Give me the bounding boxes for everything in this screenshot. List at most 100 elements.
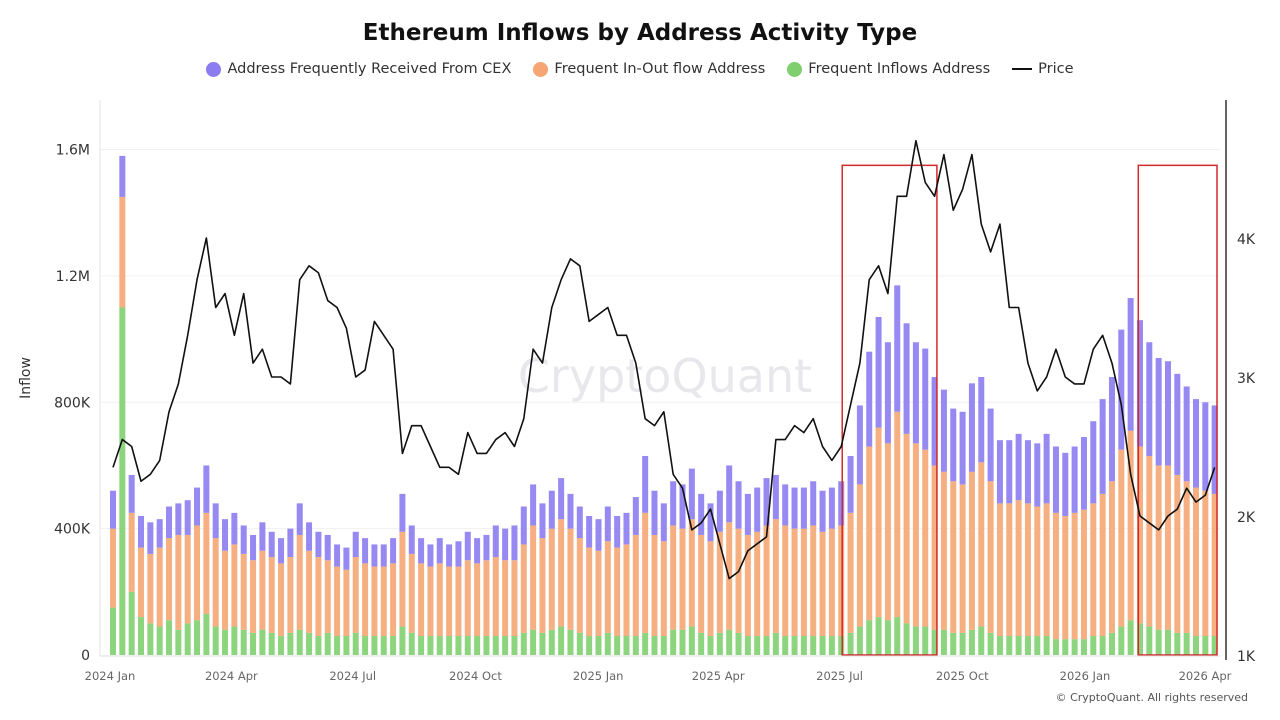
legend-item-cex[interactable]: Address Frequently Received From CEX <box>206 61 511 77</box>
bar-frequent-in-out-flow-address <box>800 528 807 637</box>
bar-frequent-in-out-flow-address <box>1015 500 1022 637</box>
y2-tick-label: 3K <box>1237 371 1256 387</box>
bar-address-frequently-received-from-cex <box>306 522 313 551</box>
bar-frequent-inflows-address <box>828 636 835 655</box>
x-tick-label: 2025 Jan <box>573 669 624 683</box>
bar-frequent-inflows-address <box>539 632 546 655</box>
bar-address-frequently-received-from-cex <box>492 525 499 558</box>
bar-frequent-inflows-address <box>119 307 126 655</box>
bar-frequent-in-out-flow-address <box>959 484 966 633</box>
bar-frequent-inflows-address <box>838 636 845 655</box>
bar-address-frequently-received-from-cex <box>352 531 359 558</box>
bar-frequent-in-out-flow-address <box>1174 474 1181 633</box>
bar-address-frequently-received-from-cex <box>1024 440 1031 504</box>
bar-address-frequently-received-from-cex <box>791 487 798 529</box>
bar-address-frequently-received-from-cex <box>1174 373 1181 475</box>
bar-frequent-inflows-address <box>716 632 723 655</box>
bar-frequent-in-out-flow-address <box>334 566 341 637</box>
bar-frequent-inflows-address <box>959 632 966 655</box>
bar-frequent-in-out-flow-address <box>548 528 555 630</box>
bar-frequent-in-out-flow-address <box>670 525 677 630</box>
bar-frequent-in-out-flow-address <box>810 525 817 637</box>
bar-frequent-inflows-address <box>324 632 331 655</box>
bar-frequent-inflows-address <box>884 620 891 655</box>
bar-address-frequently-received-from-cex <box>642 455 649 513</box>
bar-address-frequently-received-from-cex <box>483 534 490 561</box>
legend-marker-icon <box>787 61 803 77</box>
bar-address-frequently-received-from-cex <box>446 544 453 567</box>
bar-address-frequently-received-from-cex <box>1006 440 1013 504</box>
bar-frequent-inflows-address <box>399 626 406 655</box>
bar-frequent-inflows-address <box>614 636 621 655</box>
bar-address-frequently-received-from-cex <box>847 455 854 513</box>
bar-frequent-in-out-flow-address <box>1071 512 1078 640</box>
bar-address-frequently-received-from-cex <box>408 525 415 554</box>
legend-item-price[interactable]: Price <box>1012 61 1074 77</box>
bar-frequent-inflows-address <box>726 629 733 655</box>
bar-frequent-in-out-flow-address <box>287 557 294 633</box>
x-tick-label: 2025 Jul <box>816 669 863 683</box>
bar-frequent-inflows-address <box>166 620 173 655</box>
bar-frequent-inflows-address <box>530 629 537 655</box>
bar-address-frequently-received-from-cex <box>922 348 929 450</box>
bar-frequent-inflows-address <box>240 629 247 655</box>
bar-address-frequently-received-from-cex <box>660 503 667 542</box>
bar-frequent-inflows-address <box>1146 626 1153 655</box>
bar-address-frequently-received-from-cex <box>1043 433 1050 504</box>
bar-frequent-inflows-address <box>194 620 201 655</box>
bar-frequent-inflows-address <box>931 629 938 655</box>
bar-address-frequently-received-from-cex <box>968 383 975 472</box>
bar-frequent-in-out-flow-address <box>912 443 919 627</box>
bar-address-frequently-received-from-cex <box>912 342 919 444</box>
bar-frequent-in-out-flow-address <box>436 563 443 637</box>
bar-address-frequently-received-from-cex <box>744 493 751 535</box>
bar-frequent-in-out-flow-address <box>315 557 322 637</box>
bar-address-frequently-received-from-cex <box>464 531 471 561</box>
legend-item-inflows[interactable]: Frequent Inflows Address <box>787 61 990 77</box>
bar-frequent-in-out-flow-address <box>1108 481 1115 633</box>
y-tick-label: 800K <box>54 395 91 411</box>
bar-frequent-in-out-flow-address <box>324 560 331 633</box>
bar-frequent-in-out-flow-address <box>259 550 266 630</box>
bar-frequent-inflows-address <box>408 632 415 655</box>
bar-frequent-in-out-flow-address <box>530 525 537 630</box>
bar-frequent-inflows-address <box>922 626 929 655</box>
bar-address-frequently-received-from-cex <box>539 503 546 539</box>
bar-address-frequently-received-from-cex <box>782 484 789 526</box>
bar-frequent-inflows-address <box>315 636 322 655</box>
bar-address-frequently-received-from-cex <box>1015 433 1022 501</box>
bar-frequent-inflows-address <box>894 617 901 655</box>
bar-frequent-inflows-address <box>278 636 285 655</box>
bar-frequent-in-out-flow-address <box>474 563 481 637</box>
bar-frequent-inflows-address <box>110 607 116 655</box>
bar-frequent-in-out-flow-address <box>1024 503 1031 637</box>
bar-address-frequently-received-from-cex <box>670 481 677 526</box>
bar-frequent-inflows-address <box>810 636 817 655</box>
copyright: © CryptoQuant. All rights reserved <box>1055 691 1248 704</box>
bar-frequent-in-out-flow-address <box>427 566 434 637</box>
bar-frequent-inflows-address <box>306 632 313 655</box>
bar-frequent-inflows-address <box>623 636 630 655</box>
bar-frequent-inflows-address <box>548 629 555 655</box>
bar-address-frequently-received-from-cex <box>334 544 341 567</box>
bar-frequent-inflows-address <box>782 636 789 655</box>
bar-frequent-in-out-flow-address <box>586 547 593 637</box>
bar-frequent-in-out-flow-address <box>1192 487 1199 637</box>
bar-frequent-inflows-address <box>847 632 854 655</box>
bar-address-frequently-received-from-cex <box>1108 377 1115 482</box>
bar-address-frequently-received-from-cex <box>716 490 723 532</box>
bar-frequent-inflows-address <box>492 636 499 655</box>
bar-address-frequently-received-from-cex <box>156 519 163 548</box>
bar-address-frequently-received-from-cex <box>819 490 826 532</box>
bar-frequent-inflows-address <box>474 636 481 655</box>
bar-frequent-in-out-flow-address <box>782 525 789 637</box>
bar-frequent-in-out-flow-address <box>1080 509 1087 640</box>
bar-frequent-inflows-address <box>940 629 947 655</box>
bar-frequent-in-out-flow-address <box>558 519 565 627</box>
bar-address-frequently-received-from-cex <box>614 516 621 548</box>
bar-frequent-inflows-address <box>660 636 667 655</box>
bar-frequent-in-out-flow-address <box>446 566 453 637</box>
legend-item-in-out[interactable]: Frequent In-Out flow Address <box>533 61 765 77</box>
bar-address-frequently-received-from-cex <box>203 465 210 513</box>
bar-frequent-inflows-address <box>791 636 798 655</box>
